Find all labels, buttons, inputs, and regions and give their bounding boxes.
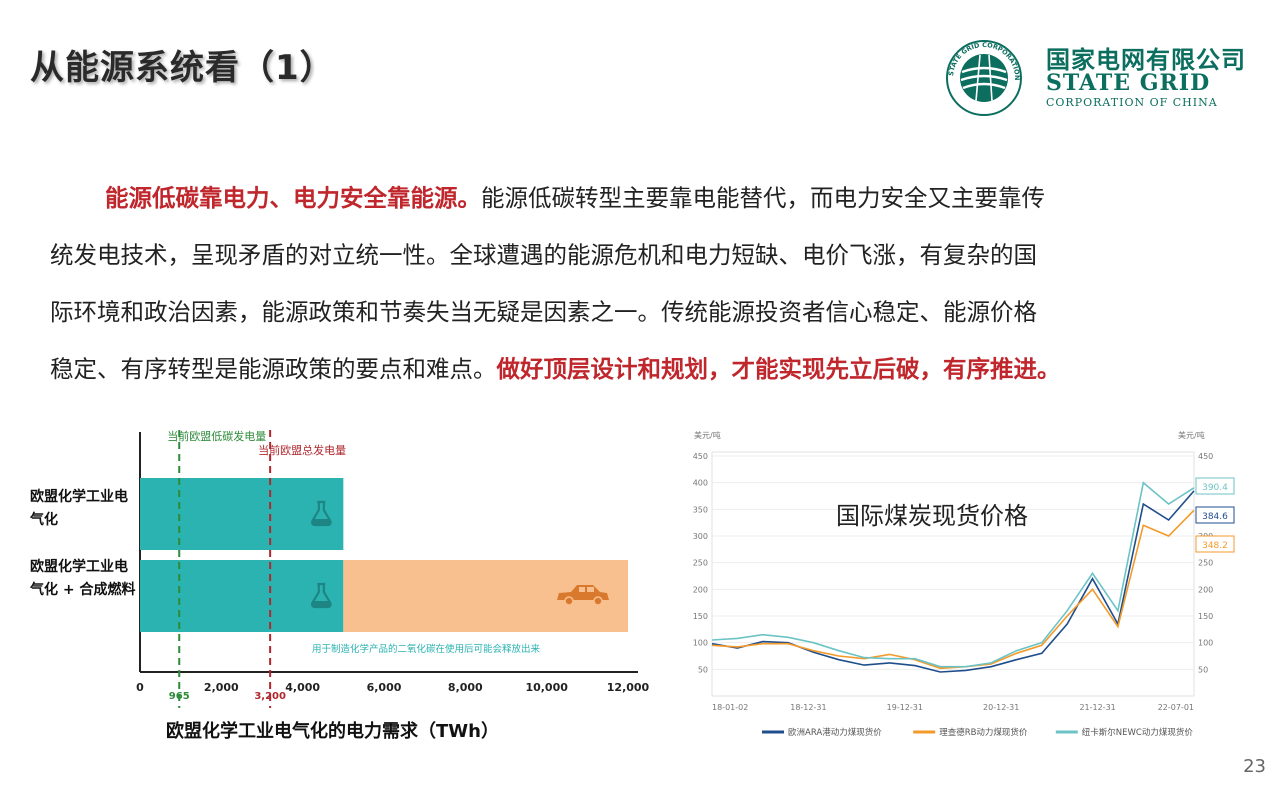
end-value-box	[1195, 477, 1235, 495]
x-tick-label: 19-12-31	[887, 703, 923, 712]
y-tick-label: 200	[693, 585, 708, 594]
y-tick-label: 350	[693, 505, 708, 514]
page-number: 23	[1243, 756, 1266, 777]
reference-line-label: 当前欧盟低碳发电量	[167, 429, 266, 443]
y-tick-label: 450	[693, 452, 708, 461]
x-tick-label: 8,000	[448, 681, 483, 694]
category-label: 欧盟化学工业电气化 + 合成燃料	[30, 559, 136, 598]
car-body	[557, 585, 609, 600]
paragraph-line: 际环境和政治因素，能源政策和节奏失当无疑是因素之一。传统能源投资者信心稳定、能源…	[50, 284, 1255, 341]
y-tick-label: 100	[693, 639, 708, 648]
paragraph-text: 统发电技术，呈现矛盾的对立统一性。全球遭遇的能源危机和电力短缺、电价飞涨，有复杂…	[50, 241, 1037, 269]
x-tick-label: 20-12-31	[983, 703, 1019, 712]
paragraph-line: 统发电技术，呈现矛盾的对立统一性。全球遭遇的能源危机和电力短缺、电价飞涨，有复杂…	[50, 227, 1255, 284]
y-tick-label-right: 150	[1198, 612, 1213, 621]
coal-price-chart: 5050100100150150200200250250300300350350…	[690, 420, 1238, 750]
y-tick-label-right: 250	[1198, 559, 1213, 568]
flask-icon	[311, 500, 332, 527]
car-icon	[557, 585, 609, 606]
state-grid-logo: STATE GRID CORPORATION OF CHINA 国家电网有限公司…	[940, 38, 1245, 118]
slide-title: 从能源系统看（1）	[30, 48, 335, 88]
x-tick-label: 10,000	[525, 681, 568, 694]
left-chart-canvas: 当前欧盟低碳发电量 965 当前欧盟总发电量 3,200 0 2,000 4,000 6,00…	[136, 429, 650, 708]
x-tick-label: 18-12-31	[790, 703, 826, 712]
x-tick-label: 4,000	[285, 681, 320, 694]
y-tick-label: 150	[693, 612, 708, 621]
paragraph-text: 稳定、有序转型是能源政策的要点和难点。	[50, 355, 497, 383]
flask-outline	[311, 500, 332, 527]
paragraph-text: 能源低碳转型主要靠电能替代，而电力安全又主要靠传	[481, 184, 1045, 212]
car-wheel	[593, 596, 603, 606]
logo-name-en: STATE GRID	[1046, 70, 1211, 96]
car-wheel	[564, 596, 574, 606]
x-axis-title: 欧盟化学工业电气化的电力需求（TWh）	[166, 721, 499, 742]
legend-label: 纽卡斯尔NEWC动力煤现货价	[1082, 727, 1194, 738]
left-bar-chart: 当前欧盟低碳发电量 965 当前欧盟总发电量 3,200 0 2,000 4,000 6,00…	[20, 420, 660, 750]
x-tick-label: 2,000	[204, 681, 239, 694]
legend-label: 理查德RB动力煤现货价	[939, 727, 1028, 738]
y-tick-label: 300	[693, 532, 708, 541]
chart-title: 国际煤炭现货价格	[836, 502, 1028, 530]
legend-label: 欧洲ARA港动力煤现货价	[788, 727, 882, 738]
reference-value-label: 965	[169, 691, 190, 702]
reference-line-label: 当前欧盟总发电量	[258, 443, 346, 457]
emphasis-text: 能源低碳靠电力、电力安全靠能源。	[105, 184, 481, 212]
paragraph-line: 稳定、有序转型是能源政策的要点和难点。做好顶层设计和规划，才能实现先立后破，有序…	[50, 341, 1255, 398]
bar-annotation: 用于制造化学产品的二氧化碳在使用后可能会释放出来	[312, 643, 541, 655]
y-tick-label-right: 450	[1198, 452, 1213, 461]
end-value-box	[1195, 506, 1235, 524]
y-tick-label: 250	[693, 559, 708, 568]
x-tick-label: 0	[136, 681, 144, 694]
end-value-label: 384.6	[1202, 512, 1228, 522]
logo-name-cn: 国家电网有限公司	[1046, 46, 1246, 74]
end-value-label: 390.4	[1202, 483, 1228, 493]
x-tick-label: 22-07-01	[1158, 703, 1194, 712]
y-tick-label-right: 100	[1198, 639, 1213, 648]
y-axis-unit-left: 美元/吨	[694, 430, 721, 440]
flask-icon	[311, 582, 332, 609]
state-grid-seal-icon: STATE GRID CORPORATION OF CHINA	[940, 38, 1022, 116]
bar-segment	[140, 478, 344, 550]
x-tick-label: 18-01-02	[712, 703, 748, 712]
plot-area	[711, 451, 1195, 697]
car-window	[579, 587, 585, 592]
end-value-box	[1195, 535, 1235, 553]
y-tick-label: 400	[693, 479, 708, 488]
reference-value-label: 3,200	[254, 691, 286, 702]
series-line	[711, 481, 1195, 668]
y-tick-label: 50	[698, 665, 708, 674]
category-label: 欧盟化学工业电气化	[30, 489, 128, 528]
body-paragraph: 能源低碳靠电力、电力安全靠能源。能源低碳转型主要靠电能替代，而电力安全又主要靠传…	[50, 170, 1255, 398]
paragraph-text: 际环境和政治因素，能源政策和节奏失当无疑是因素之一。传统能源投资者信心稳定、能源…	[50, 298, 1037, 326]
y-tick-label-right: 200	[1198, 585, 1213, 594]
paragraph-line: 能源低碳靠电力、电力安全靠能源。能源低碳转型主要靠电能替代，而电力安全又主要靠传	[50, 170, 1255, 227]
coal-chart-canvas: 5050100100150150200200250250300300350350…	[693, 430, 1235, 738]
car-window	[587, 587, 594, 592]
bar-segment	[140, 560, 344, 632]
x-tick-label: 12,000	[607, 681, 650, 694]
flask-outline	[311, 582, 332, 609]
flask-liquid	[312, 519, 330, 524]
emphasis-text: 做好顶层设计和规划，才能实现先立后破，有序推进。	[496, 355, 1061, 383]
end-value-label: 348.2	[1202, 541, 1228, 551]
y-axis-unit-right: 美元/吨	[1178, 430, 1205, 440]
x-tick-label: 21-12-31	[1079, 703, 1115, 712]
y-tick-label-right: 50	[1198, 665, 1208, 674]
logo-subtitle-en: CORPORATION OF CHINA	[1046, 96, 1218, 109]
flask-liquid	[312, 601, 330, 606]
x-tick-label: 6,000	[367, 681, 402, 694]
